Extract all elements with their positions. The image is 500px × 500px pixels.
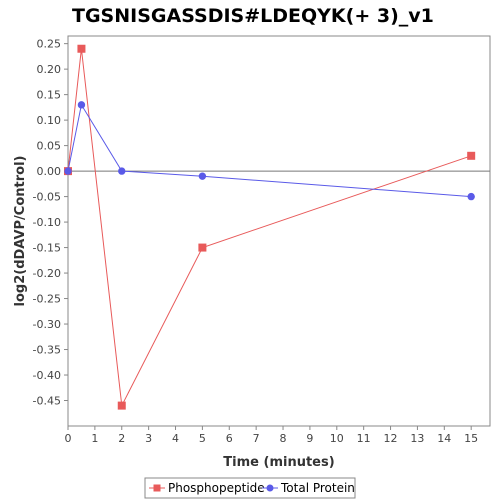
y-tick-label: 0.25 [37, 38, 62, 51]
y-axis: 0.25 0.20 0.15 0.10 0.05 0.00 -0.05 -0.10 -0.15 -… [33, 38, 68, 408]
x-tick-label: 3 [145, 432, 152, 445]
x-tick-label: 12 [384, 432, 398, 445]
data-point-total-protein [77, 101, 86, 109]
data-point-total-protein [467, 192, 475, 201]
x-tick-label: 7 [253, 432, 260, 445]
x-tick-label: 14 [437, 432, 451, 445]
y-axis-label: log2(dDAVP/Control) [13, 156, 28, 307]
y-tick-label: -0.05 [33, 191, 61, 204]
series-layer [64, 44, 476, 410]
x-tick-label: 2 [118, 432, 125, 445]
y-tick-label: -0.35 [33, 344, 61, 357]
y-tick-label: -0.25 [33, 293, 61, 306]
y-tick-label: -0.40 [33, 369, 61, 382]
x-tick-label: 6 [226, 432, 233, 445]
data-point-phosphopeptide [117, 401, 126, 410]
legend-label-phosphopeptide: Phosphopeptide [168, 481, 265, 495]
x-tick-label: 9 [306, 432, 313, 445]
chart-title: TGSNISGASSDIS#LDEQYK(+ 3)_v1 [72, 5, 434, 27]
y-tick-label: 0.05 [37, 140, 62, 153]
data-point-phosphopeptide [198, 243, 207, 252]
legend-box [144, 477, 356, 499]
x-tick-label: 11 [357, 432, 371, 445]
y-tick-label: -0.20 [33, 267, 61, 280]
x-tick-label: 13 [410, 432, 424, 445]
x-tick-label: 10 [330, 432, 344, 445]
y-tick-label: 0.00 [37, 165, 62, 178]
y-tick-label: -0.10 [33, 216, 61, 229]
x-tick-label: 4 [172, 432, 179, 445]
y-tick-label: 0.20 [37, 63, 62, 76]
x-tick-label: 15 [464, 432, 478, 445]
x-axis-label: Time (minutes) [223, 455, 334, 470]
legend-marker-phosphopeptide [153, 484, 161, 492]
data-point-total-protein [118, 167, 126, 175]
x-tick-label: 0 [65, 432, 72, 445]
y-tick-label: 0.15 [37, 89, 62, 102]
data-point-total-protein [198, 172, 207, 180]
data-point-total-protein [64, 167, 72, 175]
x-axis: 0 1 2 3 4 5 6 7 8 9 10 11 12 13 14 15 [65, 426, 478, 445]
legend: Phosphopeptide Total Protein [144, 477, 356, 499]
x-tick-label: 8 [280, 432, 287, 445]
data-point-phosphopeptide [77, 44, 86, 53]
legend-label-total-protein: Total Protein [280, 481, 355, 495]
y-tick-label: -0.45 [33, 395, 61, 408]
legend-marker-total-protein [266, 484, 274, 492]
y-tick-label: -0.15 [33, 242, 61, 255]
y-tick-label: -0.30 [33, 318, 61, 331]
plot-area [67, 35, 491, 427]
x-tick-label: 1 [91, 432, 98, 445]
y-tick-label: 0.10 [37, 114, 62, 127]
x-tick-label: 5 [199, 432, 206, 445]
data-point-phosphopeptide [467, 151, 476, 160]
